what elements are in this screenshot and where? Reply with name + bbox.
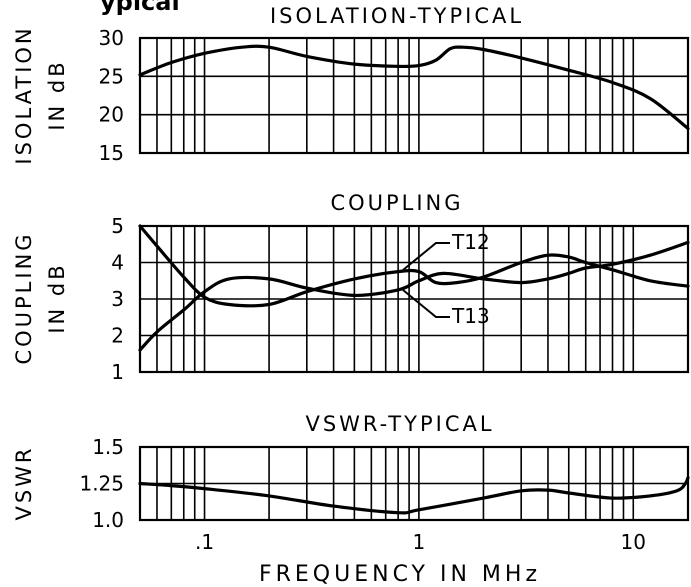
series-line (138, 44, 690, 131)
series-line-t12 (138, 240, 690, 352)
coupling-y-axis-label-line1: COUPLING (12, 231, 36, 364)
isolation-chart: ISOLATION-TYPICAL ISOLATION IN dB 15 20 25… (12, 4, 690, 165)
y-tick-label: 15 (99, 141, 124, 165)
plot-frame (138, 224, 690, 374)
y-tick-label: 1.5 (92, 435, 124, 459)
annotation-t13-leader (402, 289, 450, 318)
y-tick-label: 3 (111, 287, 124, 311)
x-axis-label: FREQUENCY IN MHz (259, 562, 541, 587)
vswr-y-axis-label: VSWR (12, 445, 36, 520)
series-line (138, 476, 690, 515)
isolation-chart-title: ISOLATION-TYPICAL (270, 4, 524, 28)
y-tick-label: 25 (99, 64, 124, 88)
y-tick-label: 20 (99, 103, 124, 127)
y-tick-label: 30 (99, 26, 124, 50)
coupling-chart-title: COUPLING (330, 191, 463, 215)
y-tick-label: 2 (111, 324, 124, 348)
x-tick-label: 10 (621, 530, 646, 554)
header-fragment: ypical (100, 0, 180, 16)
isolation-y-axis-label-line1: ISOLATION (12, 25, 36, 164)
x-tick-label: .1 (195, 530, 214, 554)
vswr-chart-title: VSWR-TYPICAL (305, 412, 494, 436)
series-line-t13 (138, 224, 690, 308)
x-tick-label: 1 (413, 530, 426, 554)
y-tick-label: 1 (111, 360, 124, 384)
vswr-chart: VSWR-TYPICAL VSWR 1.0 1.25 1.5 (12, 412, 690, 532)
y-tick-label: 1.25 (79, 472, 124, 496)
y-tick-label: 5 (111, 214, 124, 238)
coupling-y-axis-label-line2: IN dB (45, 262, 69, 333)
y-tick-label: 4 (111, 251, 124, 275)
annotation-t12-leader (402, 242, 450, 271)
isolation-y-axis-label-line2: IN dB (45, 59, 69, 130)
plot-frame (138, 36, 690, 155)
y-tick-label: 1.0 (92, 508, 124, 532)
x-axis: FREQUENCY IN MHz .1 1 10 (195, 530, 646, 587)
